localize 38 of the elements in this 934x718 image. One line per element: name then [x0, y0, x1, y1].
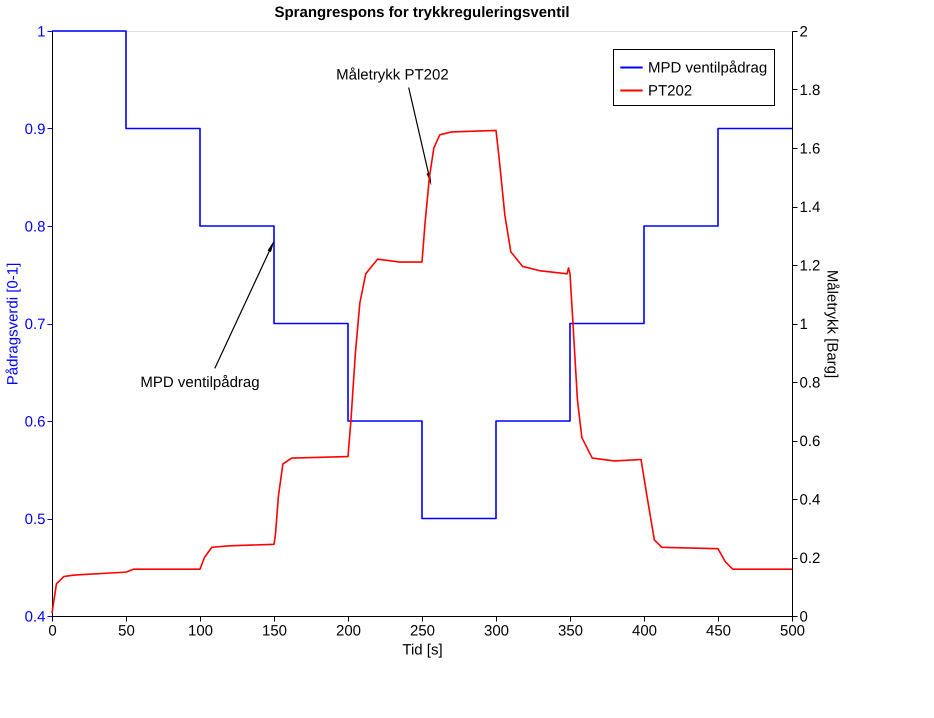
y2-tick-label: 2	[800, 24, 808, 40]
x-tick-label: 200	[336, 622, 362, 640]
annotation: Måletrykk PT202	[336, 66, 449, 84]
x-tick-label: 250	[410, 622, 436, 640]
annotation: MPD ventilpådrag	[140, 374, 260, 392]
x-tick-label: 400	[632, 622, 658, 640]
y2-tick-label: 0.8	[800, 374, 820, 392]
y-axis-title: Pådragsverdi [0-1]	[4, 262, 22, 386]
legend-label: PT202	[648, 82, 692, 100]
y2-tick-label: 1.4	[800, 199, 820, 216]
y2-tick-label: 1.8	[800, 82, 820, 99]
y2-tick-label: 0.6	[800, 433, 820, 450]
x-tick-label: 350	[558, 622, 584, 640]
y-tick-label: 0.6	[24, 414, 46, 430]
y2-axis-title: Måletrykk [Barg]	[823, 270, 840, 378]
x-tick-label: 100	[188, 622, 214, 640]
chart-title: Sprangrespons for trykkreguleringsventil	[274, 4, 570, 21]
y2-tick-label: 0.4	[800, 492, 820, 508]
y2-tick-label: 1	[800, 316, 808, 333]
y-tick-label: 0.9	[24, 121, 46, 138]
y-tick-label: 0.4	[24, 608, 46, 626]
y2-tick-label: 0	[800, 608, 808, 626]
y2-tick-label: 1.6	[800, 140, 820, 158]
line-series	[51, 130, 793, 614]
y-tick-label: 0.7	[24, 316, 46, 333]
x-tick-label: 450	[706, 622, 732, 640]
y-tick-label: 1	[37, 24, 46, 40]
x-axis-title: Tid [s]	[402, 642, 443, 658]
x-tick-label: 500	[780, 622, 806, 640]
x-tick-label: 300	[484, 622, 510, 640]
x-tick-label: 150	[262, 622, 288, 640]
y-tick-label: 0.5	[24, 511, 46, 528]
y-tick-label: 0.8	[24, 218, 46, 236]
y2-tick-label: 0.2	[800, 550, 820, 567]
legend-label: MPD ventilpådrag	[648, 60, 768, 76]
x-tick-label: 0	[48, 622, 57, 640]
y2-tick-label: 1.2	[800, 258, 820, 274]
x-tick-label: 50	[118, 622, 135, 640]
